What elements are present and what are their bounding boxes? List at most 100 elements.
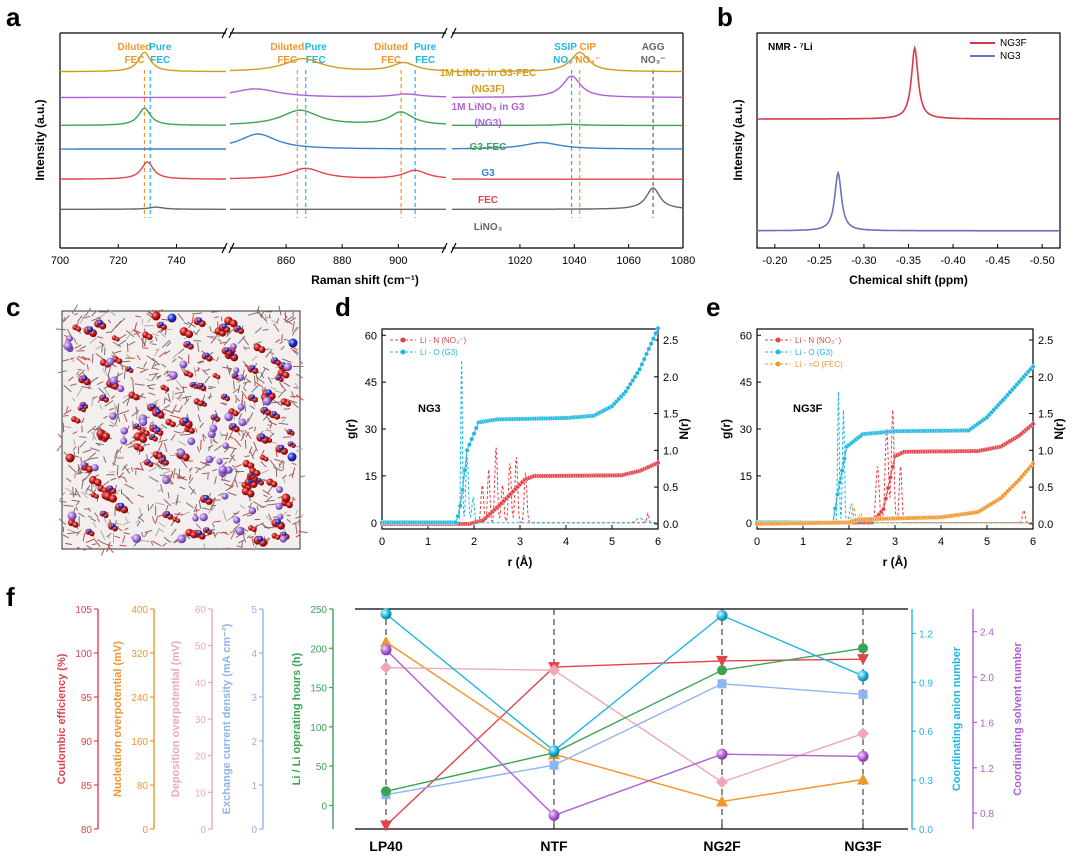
solvent-bond xyxy=(122,394,129,399)
n-r-marker xyxy=(632,374,638,380)
y-axis-tick-label: 0 xyxy=(251,825,257,836)
x-tick-label: 2 xyxy=(471,536,477,548)
nitrogen-atom xyxy=(272,411,277,416)
solvent-bond xyxy=(72,446,77,451)
solvent-bond xyxy=(211,497,217,501)
solvent-bond xyxy=(147,504,150,512)
solvent-bond xyxy=(69,493,79,496)
solvent-bond xyxy=(260,310,265,316)
panel-label-d: d xyxy=(335,292,351,322)
solvent-bond xyxy=(260,372,265,379)
x-tick-label: 880 xyxy=(333,255,351,267)
oxygen-atom xyxy=(169,421,176,428)
lithium-atom xyxy=(205,455,214,464)
solvent-bond xyxy=(97,517,100,523)
solvent-bond xyxy=(136,354,141,361)
solvent-bond xyxy=(125,496,134,505)
nitrogen-atom xyxy=(135,423,140,428)
raman-series-line xyxy=(229,88,446,98)
y-axis-tick-label: 60 xyxy=(195,605,207,616)
solvent-bond xyxy=(123,370,126,379)
solvent-bond xyxy=(290,401,299,409)
solvent-bond xyxy=(247,412,254,423)
solvent-bond xyxy=(244,455,250,458)
solvent-bond xyxy=(108,424,115,427)
solvent-bond xyxy=(151,343,157,345)
solvent-bond xyxy=(220,434,228,436)
solvent-bond xyxy=(103,347,106,356)
solvent-bond xyxy=(155,502,165,506)
solvent-bond xyxy=(167,328,172,331)
nitrogen-atom xyxy=(191,382,196,386)
solvent-bond xyxy=(283,338,290,342)
solvent-bond xyxy=(167,492,170,499)
series-marker xyxy=(857,654,869,666)
solvent-bond xyxy=(197,404,200,411)
solvent-bond xyxy=(138,516,145,523)
x-axis-label: Chemical shift (ppm) xyxy=(849,273,968,287)
x-axis-label: Raman shift (cm⁻¹) xyxy=(311,273,419,287)
solvent-bond xyxy=(282,436,292,438)
solvent-bond xyxy=(279,340,284,345)
oxygen-atom xyxy=(286,501,293,509)
solvent-bond xyxy=(201,368,208,376)
reference-label-sub: FEC xyxy=(124,55,144,66)
panel-c-md-snapshot xyxy=(55,304,308,556)
solvent-bond xyxy=(149,339,154,344)
series-marker xyxy=(380,661,392,674)
solvent-bond xyxy=(227,492,237,496)
solvent-bond xyxy=(126,397,130,406)
y2-tick-label: 2.5 xyxy=(663,335,678,347)
solvent-bond xyxy=(230,447,236,455)
raman-series-line xyxy=(229,109,446,125)
reference-label-sub: FEC xyxy=(277,55,297,66)
solvent-bond xyxy=(202,435,205,442)
oxygen-atom xyxy=(138,445,144,452)
legend-marker xyxy=(775,349,781,355)
solvent-bond xyxy=(259,368,266,379)
solvent-bond xyxy=(198,499,202,509)
plot-frame xyxy=(756,32,1061,249)
solvent-bond xyxy=(261,523,270,530)
solvent-bond xyxy=(102,368,110,378)
solvent-bond xyxy=(170,434,176,441)
solvent-bond xyxy=(101,548,105,556)
n-r-marker xyxy=(651,336,656,341)
y-axis-tick-label: 240 xyxy=(131,693,148,704)
edge-atom xyxy=(281,493,291,503)
nitrogen-atom xyxy=(259,433,266,440)
reference-label: Diluted xyxy=(118,42,152,53)
series-marker xyxy=(548,745,560,757)
y-axis-label: Exchange current density (mA cm⁻²) xyxy=(221,623,233,814)
solvent-bond xyxy=(195,509,200,512)
solvent-bond xyxy=(295,534,300,538)
solvent-bond xyxy=(171,404,177,414)
n-r-marker xyxy=(646,346,652,352)
solvent-bond xyxy=(101,343,104,353)
nitrogen-atom xyxy=(231,423,237,429)
solvent-bond xyxy=(253,341,262,346)
solvent-bond xyxy=(175,387,180,391)
x-tick-label: 6 xyxy=(655,536,661,548)
x-tick-label: -0.25 xyxy=(807,255,832,267)
series-marker xyxy=(857,727,869,740)
solvent-bond xyxy=(168,482,173,485)
solvent-bond xyxy=(114,416,119,426)
solvent-bond xyxy=(298,530,308,534)
legend-label: Li - O (G3) xyxy=(795,348,833,357)
legend-marker xyxy=(400,349,406,355)
solvent-bond xyxy=(148,392,156,396)
oxygen-atom xyxy=(164,386,170,392)
solvent-bond xyxy=(131,439,137,449)
series-label-sub: (NG3F) xyxy=(471,84,504,95)
solvent-bond xyxy=(86,487,95,493)
solvent-bond xyxy=(230,529,237,540)
solvent-bond xyxy=(67,531,79,535)
x-axis-label: r (Å) xyxy=(508,554,533,569)
solvent-bond xyxy=(117,476,125,478)
solvent-bond xyxy=(262,489,271,496)
legend-label: NG3 xyxy=(1000,51,1021,62)
solvent-bond xyxy=(177,313,185,322)
solvent-bond xyxy=(92,396,98,400)
